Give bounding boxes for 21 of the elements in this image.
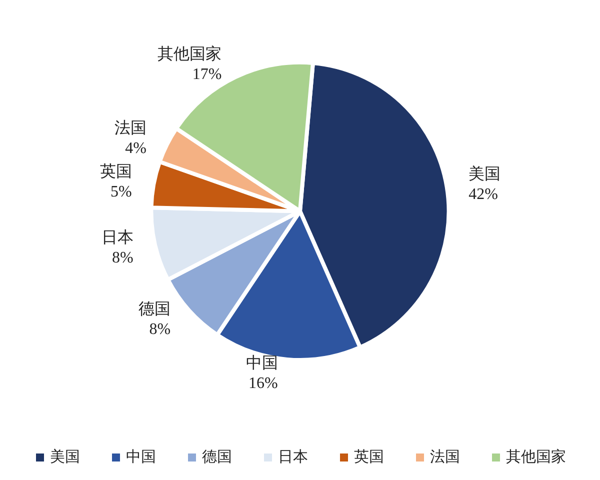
slice-label: 日本 <box>101 228 134 246</box>
legend-label: 英国 <box>354 448 384 466</box>
slice-label: 德国 <box>138 301 171 318</box>
data-label: 42% <box>468 186 498 204</box>
data-label: 5% <box>110 183 132 200</box>
legend-label: 美国 <box>50 448 80 466</box>
data-label: 17% <box>192 66 222 83</box>
data-label: 8% <box>149 321 171 338</box>
data-label: 16% <box>248 374 278 392</box>
data-label: 8% <box>112 249 134 266</box>
legend-label: 中国 <box>126 448 156 466</box>
data-label: 4% <box>125 140 146 157</box>
legend-label: 日本 <box>278 448 308 466</box>
slice-label: 法国 <box>114 118 146 137</box>
slice-label: 中国 <box>246 354 278 372</box>
slice-label: 英国 <box>100 162 132 180</box>
legend-label: 德国 <box>202 450 232 466</box>
slice-label: 美国 <box>468 165 501 184</box>
slice-label: 其他国家 <box>158 44 222 63</box>
legend-label: 法国 <box>430 448 460 466</box>
legend-label: 其他国家 <box>506 448 566 466</box>
